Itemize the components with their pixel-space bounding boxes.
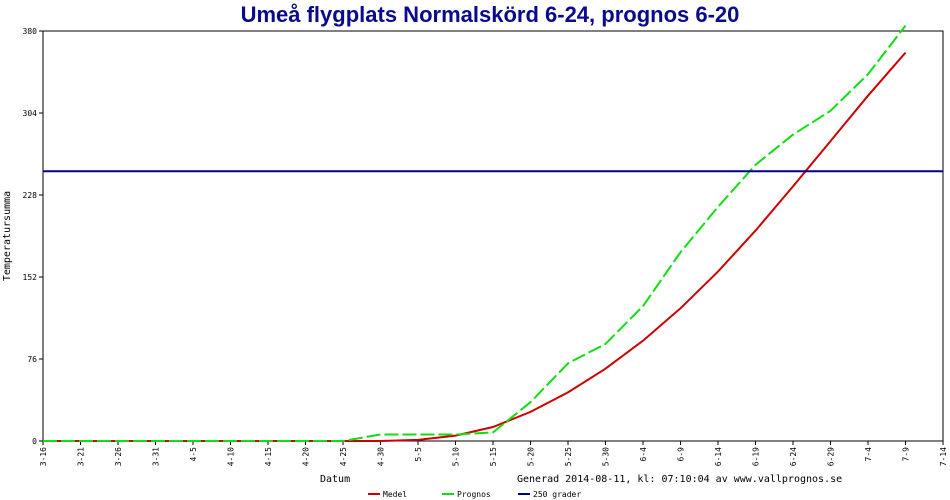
x-tick-label: 5-25 <box>564 447 573 466</box>
legend-label: Medel <box>383 490 407 499</box>
series-group <box>43 24 943 442</box>
y-tick-label: 0 <box>32 437 37 446</box>
x-tick-label: 7-4 <box>864 447 873 462</box>
plot-area <box>42 30 944 442</box>
x-tick-label: 4-5 <box>189 447 198 462</box>
legend-label: 250 grader <box>533 490 581 499</box>
y-tick-label: 304 <box>23 109 38 118</box>
y-axis-label: Temperatursumma <box>2 191 13 281</box>
y-axis: 0 76 152 228 304 380 <box>23 27 43 446</box>
x-tick-label: 6-4 <box>639 447 648 462</box>
x-tick-label: 6-29 <box>827 447 836 466</box>
y-tick-label: 152 <box>23 273 38 282</box>
x-tick-label: 5-30 <box>602 447 611 466</box>
x-tick-label: 6-24 <box>789 447 798 466</box>
x-tick-label: 3-31 <box>152 447 161 466</box>
y-tick-label: 228 <box>23 191 38 200</box>
x-tick-label: 4-25 <box>339 447 348 466</box>
x-tick-label: 4-20 <box>302 447 311 466</box>
series-prognos-line <box>43 24 907 442</box>
x-tick-label: 5-10 <box>452 447 461 466</box>
x-axis: 3-16 3-21 3-26 3-31 4-5 4-10 4-15 4-20 4-25 4-30 5… <box>39 441 948 466</box>
chart-title: Umeå flygplats Normalskörd 6-24, prognos… <box>241 2 740 27</box>
generated-note: Generad 2014-08-11, kl: 07:10:04 av www.… <box>517 474 842 485</box>
legend: Medel Prognos 250 grader <box>368 490 581 499</box>
y-tick-label: 380 <box>23 27 38 36</box>
series-medel-line <box>43 51 907 442</box>
x-tick-label: 3-21 <box>77 447 86 466</box>
x-tick-label: 3-16 <box>39 447 48 466</box>
x-tick-label: 7-9 <box>902 447 911 462</box>
x-tick-label: 5-15 <box>489 447 498 466</box>
x-tick-label: 5-20 <box>527 447 536 466</box>
x-tick-label: 6-19 <box>752 447 761 466</box>
x-tick-label: 6-14 <box>714 447 723 466</box>
x-tick-label: 6-9 <box>677 447 686 462</box>
x-tick-label: 4-30 <box>377 447 386 466</box>
x-tick-label: 7-14 <box>939 447 948 466</box>
legend-label: Prognos <box>457 490 491 499</box>
x-axis-label: Datum <box>320 474 350 485</box>
y-tick-label: 76 <box>27 355 37 364</box>
x-tick-label: 3-26 <box>114 447 123 466</box>
x-tick-label: 4-15 <box>264 447 273 466</box>
x-tick-label: 5-5 <box>414 447 423 462</box>
x-tick-label: 4-10 <box>227 447 236 466</box>
